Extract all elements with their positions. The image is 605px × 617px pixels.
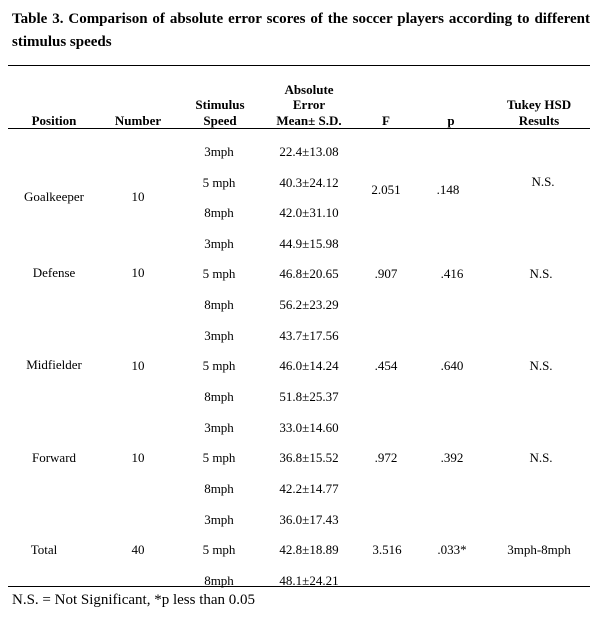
- speed-cell: 8mph: [204, 205, 234, 220]
- speed-cell: 3mph: [204, 420, 234, 435]
- tukey-cell: 3mph-8mph: [507, 542, 571, 557]
- speed-cell: 5 mph: [202, 266, 236, 281]
- header-speed-line1: Stimulus: [195, 97, 245, 112]
- number-cell: 10: [131, 265, 145, 280]
- speed-cell: 8mph: [204, 481, 234, 496]
- abs-error-cell: 51.8±25.37: [279, 389, 339, 404]
- speed-cell: 5 mph: [202, 542, 236, 557]
- abs-error-cell: 44.9±15.98: [279, 236, 339, 251]
- header-f: F: [382, 113, 390, 128]
- speed-cell: 5 mph: [202, 450, 236, 465]
- table-caption: Table 3. Comparison of absolute error sc…: [12, 11, 590, 50]
- header-tukey-line2: Results: [518, 113, 560, 128]
- position-cell: Total: [30, 542, 58, 557]
- header-tukey-line1: Tukey HSD: [506, 97, 572, 112]
- speed-cell: 3mph: [204, 328, 234, 343]
- position-cell: Midfielder: [26, 357, 82, 372]
- tukey-cell: N.S.: [531, 174, 555, 189]
- bottom-rule: [8, 586, 590, 587]
- header-p: p: [447, 113, 455, 128]
- position-cell: Goalkeeper: [24, 189, 84, 204]
- number-cell: 10: [131, 450, 145, 465]
- speed-cell: 8mph: [204, 297, 234, 312]
- tukey-cell: N.S.: [529, 266, 553, 281]
- abs-error-cell: 33.0±14.60: [279, 420, 339, 435]
- speed-cell: 3mph: [204, 512, 234, 527]
- f-cell: 2.051: [371, 182, 401, 197]
- top-rule: [8, 65, 590, 66]
- number-cell: 10: [131, 358, 145, 373]
- f-cell: .454: [374, 358, 398, 373]
- abs-error-cell: 42.8±18.89: [279, 542, 339, 557]
- speed-cell: 5 mph: [202, 175, 236, 190]
- header-abs-line2: Error: [292, 97, 326, 112]
- speed-cell: 8mph: [204, 573, 234, 588]
- p-cell: .416: [440, 266, 464, 281]
- position-cell: Forward: [31, 450, 77, 465]
- abs-error-cell: 42.2±14.77: [279, 481, 339, 496]
- p-cell: .148: [436, 182, 460, 197]
- tukey-cell: N.S.: [529, 358, 553, 373]
- header-rule: [8, 128, 590, 129]
- p-cell: .033*: [437, 542, 467, 557]
- abs-error-cell: 56.2±23.29: [279, 297, 339, 312]
- tukey-cell: N.S.: [529, 450, 553, 465]
- number-cell: 40: [131, 542, 145, 557]
- p-cell: .392: [440, 450, 464, 465]
- abs-error-cell: 46.0±14.24: [279, 358, 339, 373]
- speed-cell: 3mph: [204, 236, 234, 251]
- header-position: Position: [31, 113, 77, 128]
- speed-cell: 8mph: [204, 389, 234, 404]
- abs-error-cell: 43.7±17.56: [279, 328, 339, 343]
- f-cell: 3.516: [372, 542, 402, 557]
- f-cell: .972: [374, 450, 398, 465]
- position-cell: Defense: [32, 265, 76, 280]
- speed-cell: 3mph: [204, 144, 234, 159]
- header-number: Number: [114, 113, 162, 128]
- abs-error-cell: 48.1±24.21: [279, 573, 339, 588]
- speed-cell: 5 mph: [202, 358, 236, 373]
- header-abs-line1: Absolute: [284, 82, 334, 97]
- p-cell: .640: [440, 358, 464, 373]
- abs-error-cell: 42.0±31.10: [279, 205, 339, 220]
- abs-error-cell: 40.3±24.12: [279, 175, 339, 190]
- abs-error-cell: 22.4±13.08: [279, 144, 339, 159]
- abs-error-cell: 46.8±20.65: [279, 266, 339, 281]
- table-footnote: N.S. = Not Significant, *p less than 0.0…: [12, 592, 256, 608]
- abs-error-cell: 36.8±15.52: [279, 450, 339, 465]
- header-speed-line2: Speed: [203, 113, 237, 128]
- header-abs-line3: Mean± S.D.: [276, 113, 342, 128]
- number-cell: 10: [131, 189, 145, 204]
- f-cell: .907: [374, 266, 398, 281]
- abs-error-cell: 36.0±17.43: [279, 512, 339, 527]
